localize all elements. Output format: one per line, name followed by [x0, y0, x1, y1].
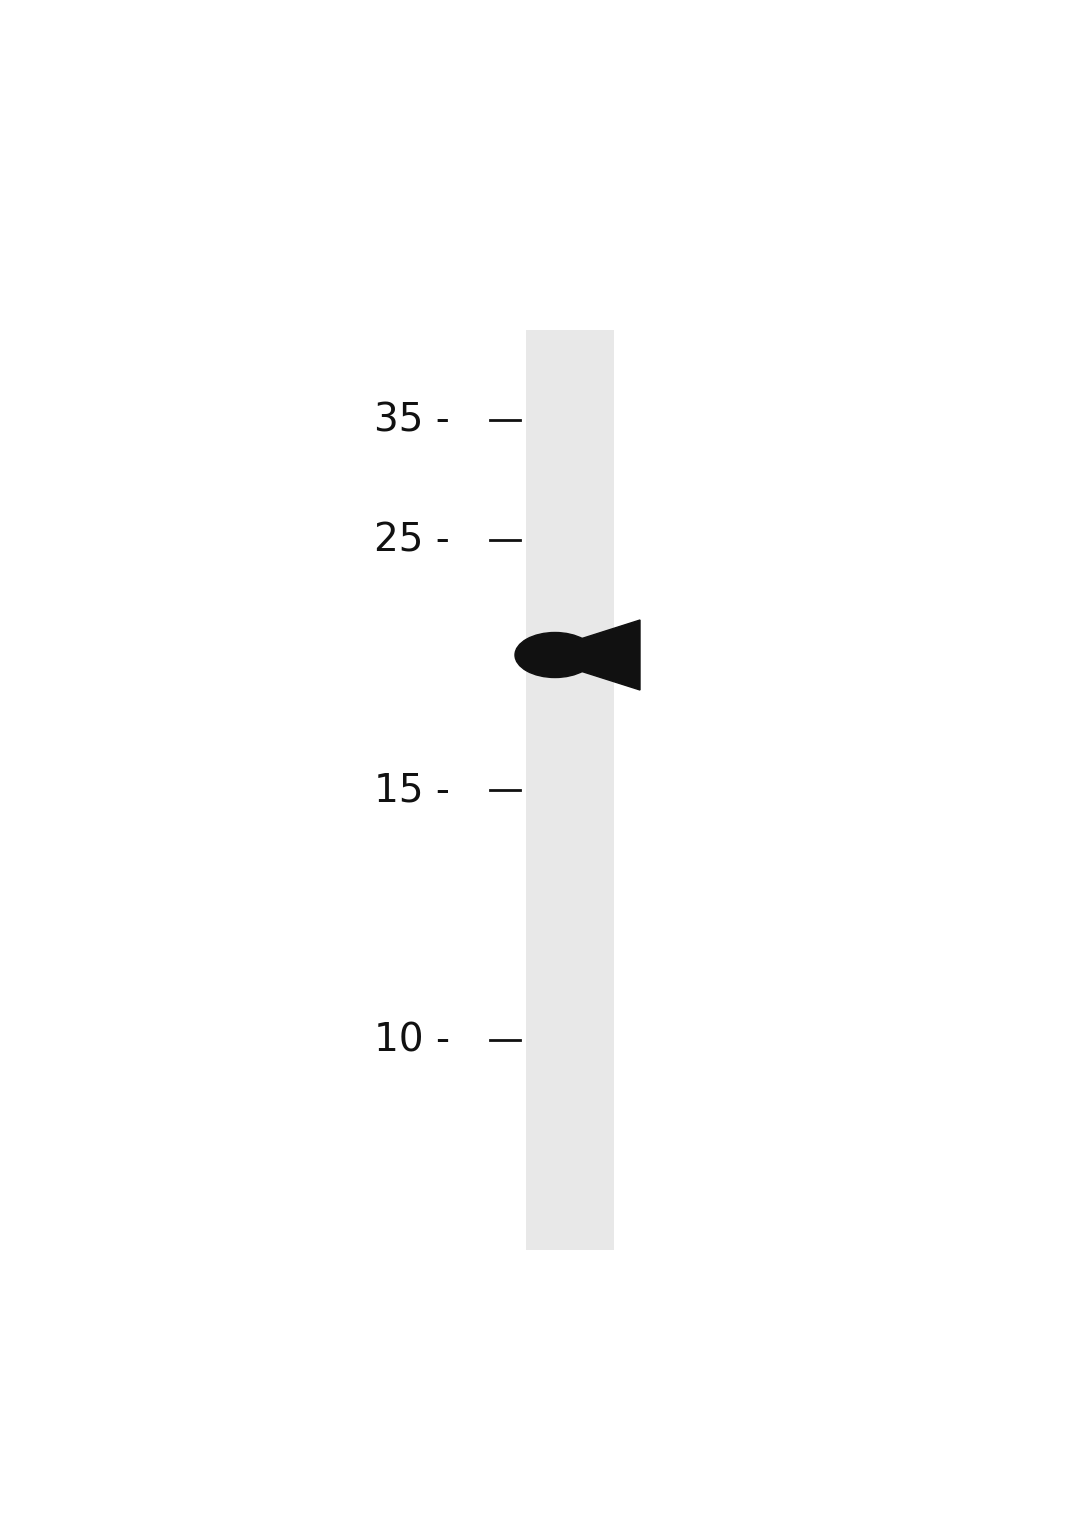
Bar	[526, 329, 615, 1250]
Text: 15 -: 15 -	[374, 771, 450, 809]
Text: 25 -: 25 -	[375, 521, 450, 559]
Text: 10 -: 10 -	[374, 1020, 450, 1059]
Polygon shape	[530, 620, 640, 689]
Text: 35 -: 35 -	[375, 401, 450, 440]
Ellipse shape	[515, 633, 595, 677]
